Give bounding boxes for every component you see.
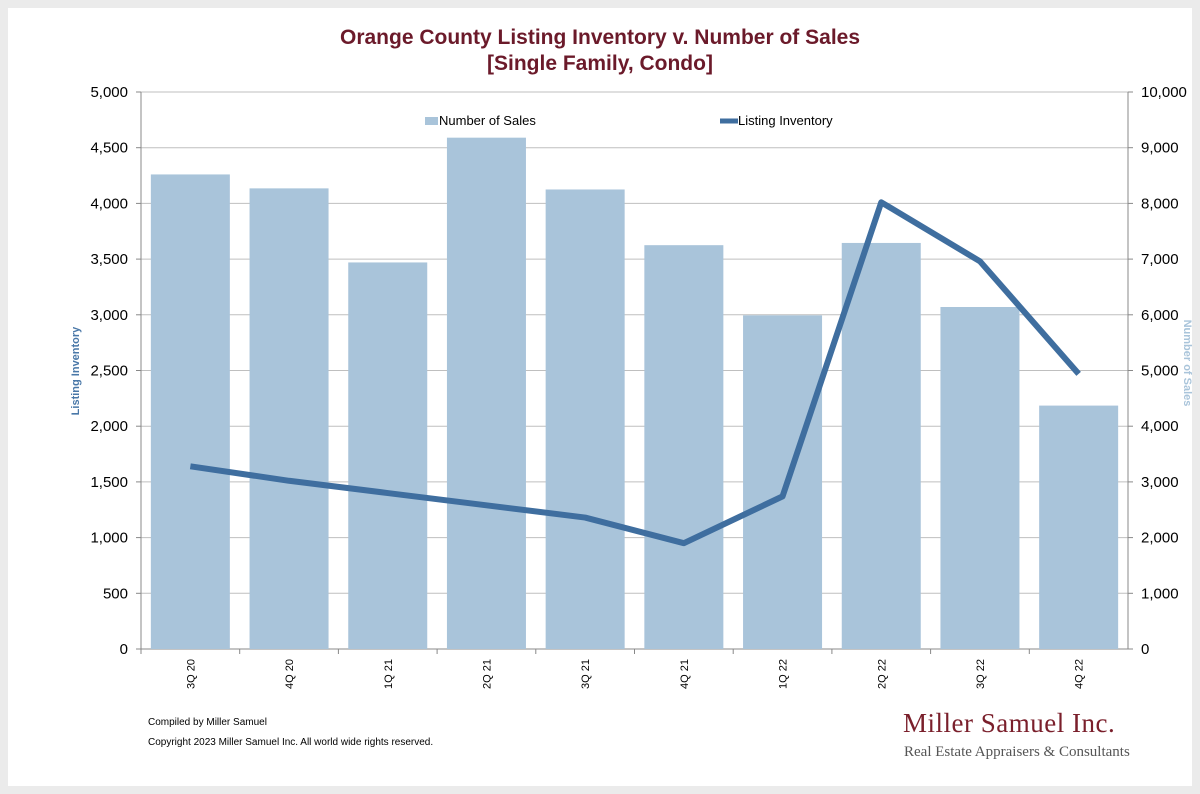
right-axis-title: Number of Sales: [1181, 320, 1193, 407]
bar-number-of-sales: [1039, 405, 1119, 649]
x-tick-label: 1Q 21: [383, 659, 395, 689]
x-tick-label: 4Q 21: [679, 659, 691, 689]
right-tick-label: 9,000: [1141, 140, 1179, 157]
left-tick-label: 5,000: [90, 84, 128, 101]
left-tick-label: 500: [103, 585, 128, 602]
compiled-by-note: Compiled by Miller Samuel: [148, 717, 267, 728]
right-tick-label: 4,000: [1141, 418, 1179, 435]
left-axis-title: Listing Inventory: [70, 326, 82, 416]
bar-number-of-sales: [743, 315, 823, 649]
x-tick-label: 2Q 22: [876, 659, 888, 689]
left-tick-label: 4,500: [90, 140, 128, 157]
left-tick-label: 3,000: [90, 307, 128, 324]
copyright-note: Copyright 2023 Miller Samuel Inc. All wo…: [148, 737, 434, 748]
left-tick-label: 1,000: [90, 530, 128, 547]
x-tick-label: 2Q 21: [481, 659, 493, 689]
right-tick-label: 8,000: [1141, 195, 1179, 212]
left-tick-label: 4,000: [90, 195, 128, 212]
right-tick-label: 6,000: [1141, 307, 1179, 324]
x-tick-label: 3Q 22: [975, 659, 987, 689]
right-tick-label: 0: [1141, 641, 1149, 658]
chart-title: Orange County Listing Inventory v. Numbe…: [339, 26, 861, 49]
right-tick-label: 2,000: [1141, 530, 1179, 547]
bar-number-of-sales: [150, 174, 230, 649]
brand-logo-name: Miller Samuel Inc.: [903, 708, 1116, 738]
bar-number-of-sales: [841, 242, 921, 649]
legend-label-listing-inventory: Listing Inventory: [738, 113, 833, 128]
left-tick-label: 1,500: [90, 474, 128, 491]
bar-number-of-sales: [249, 188, 329, 649]
right-tick-label: 5,000: [1141, 363, 1179, 380]
legend-label-number-of-sales: Number of Sales: [439, 113, 536, 128]
right-tick-label: 10,000: [1141, 84, 1187, 101]
bar-number-of-sales: [348, 262, 428, 649]
legend-swatch-number-of-sales: [425, 117, 438, 125]
x-tick-label: 3Q 21: [580, 659, 592, 689]
bar-number-of-sales: [940, 307, 1020, 649]
left-tick-label: 0: [120, 641, 128, 658]
line-listing-inventory: [189, 199, 1081, 547]
x-tick-label: 4Q 20: [284, 659, 296, 689]
chart-subtitle: [Single Family, Condo]: [487, 52, 713, 75]
x-tick-label: 3Q 20: [185, 659, 197, 689]
left-tick-label: 2,000: [90, 418, 128, 435]
right-tick-label: 3,000: [1141, 474, 1179, 491]
bar-number-of-sales: [545, 189, 625, 649]
x-tick-label: 1Q 22: [778, 659, 790, 689]
right-tick-label: 7,000: [1141, 251, 1179, 268]
brand-logo-tagline: Real Estate Appraisers & Consultants: [904, 744, 1130, 760]
x-tick-label: 4Q 22: [1074, 659, 1086, 689]
left-tick-label: 2,500: [90, 363, 128, 380]
right-tick-label: 1,000: [1141, 585, 1179, 602]
bar-number-of-sales: [446, 137, 526, 649]
bar-number-of-sales: [644, 245, 724, 650]
left-tick-label: 3,500: [90, 251, 128, 268]
